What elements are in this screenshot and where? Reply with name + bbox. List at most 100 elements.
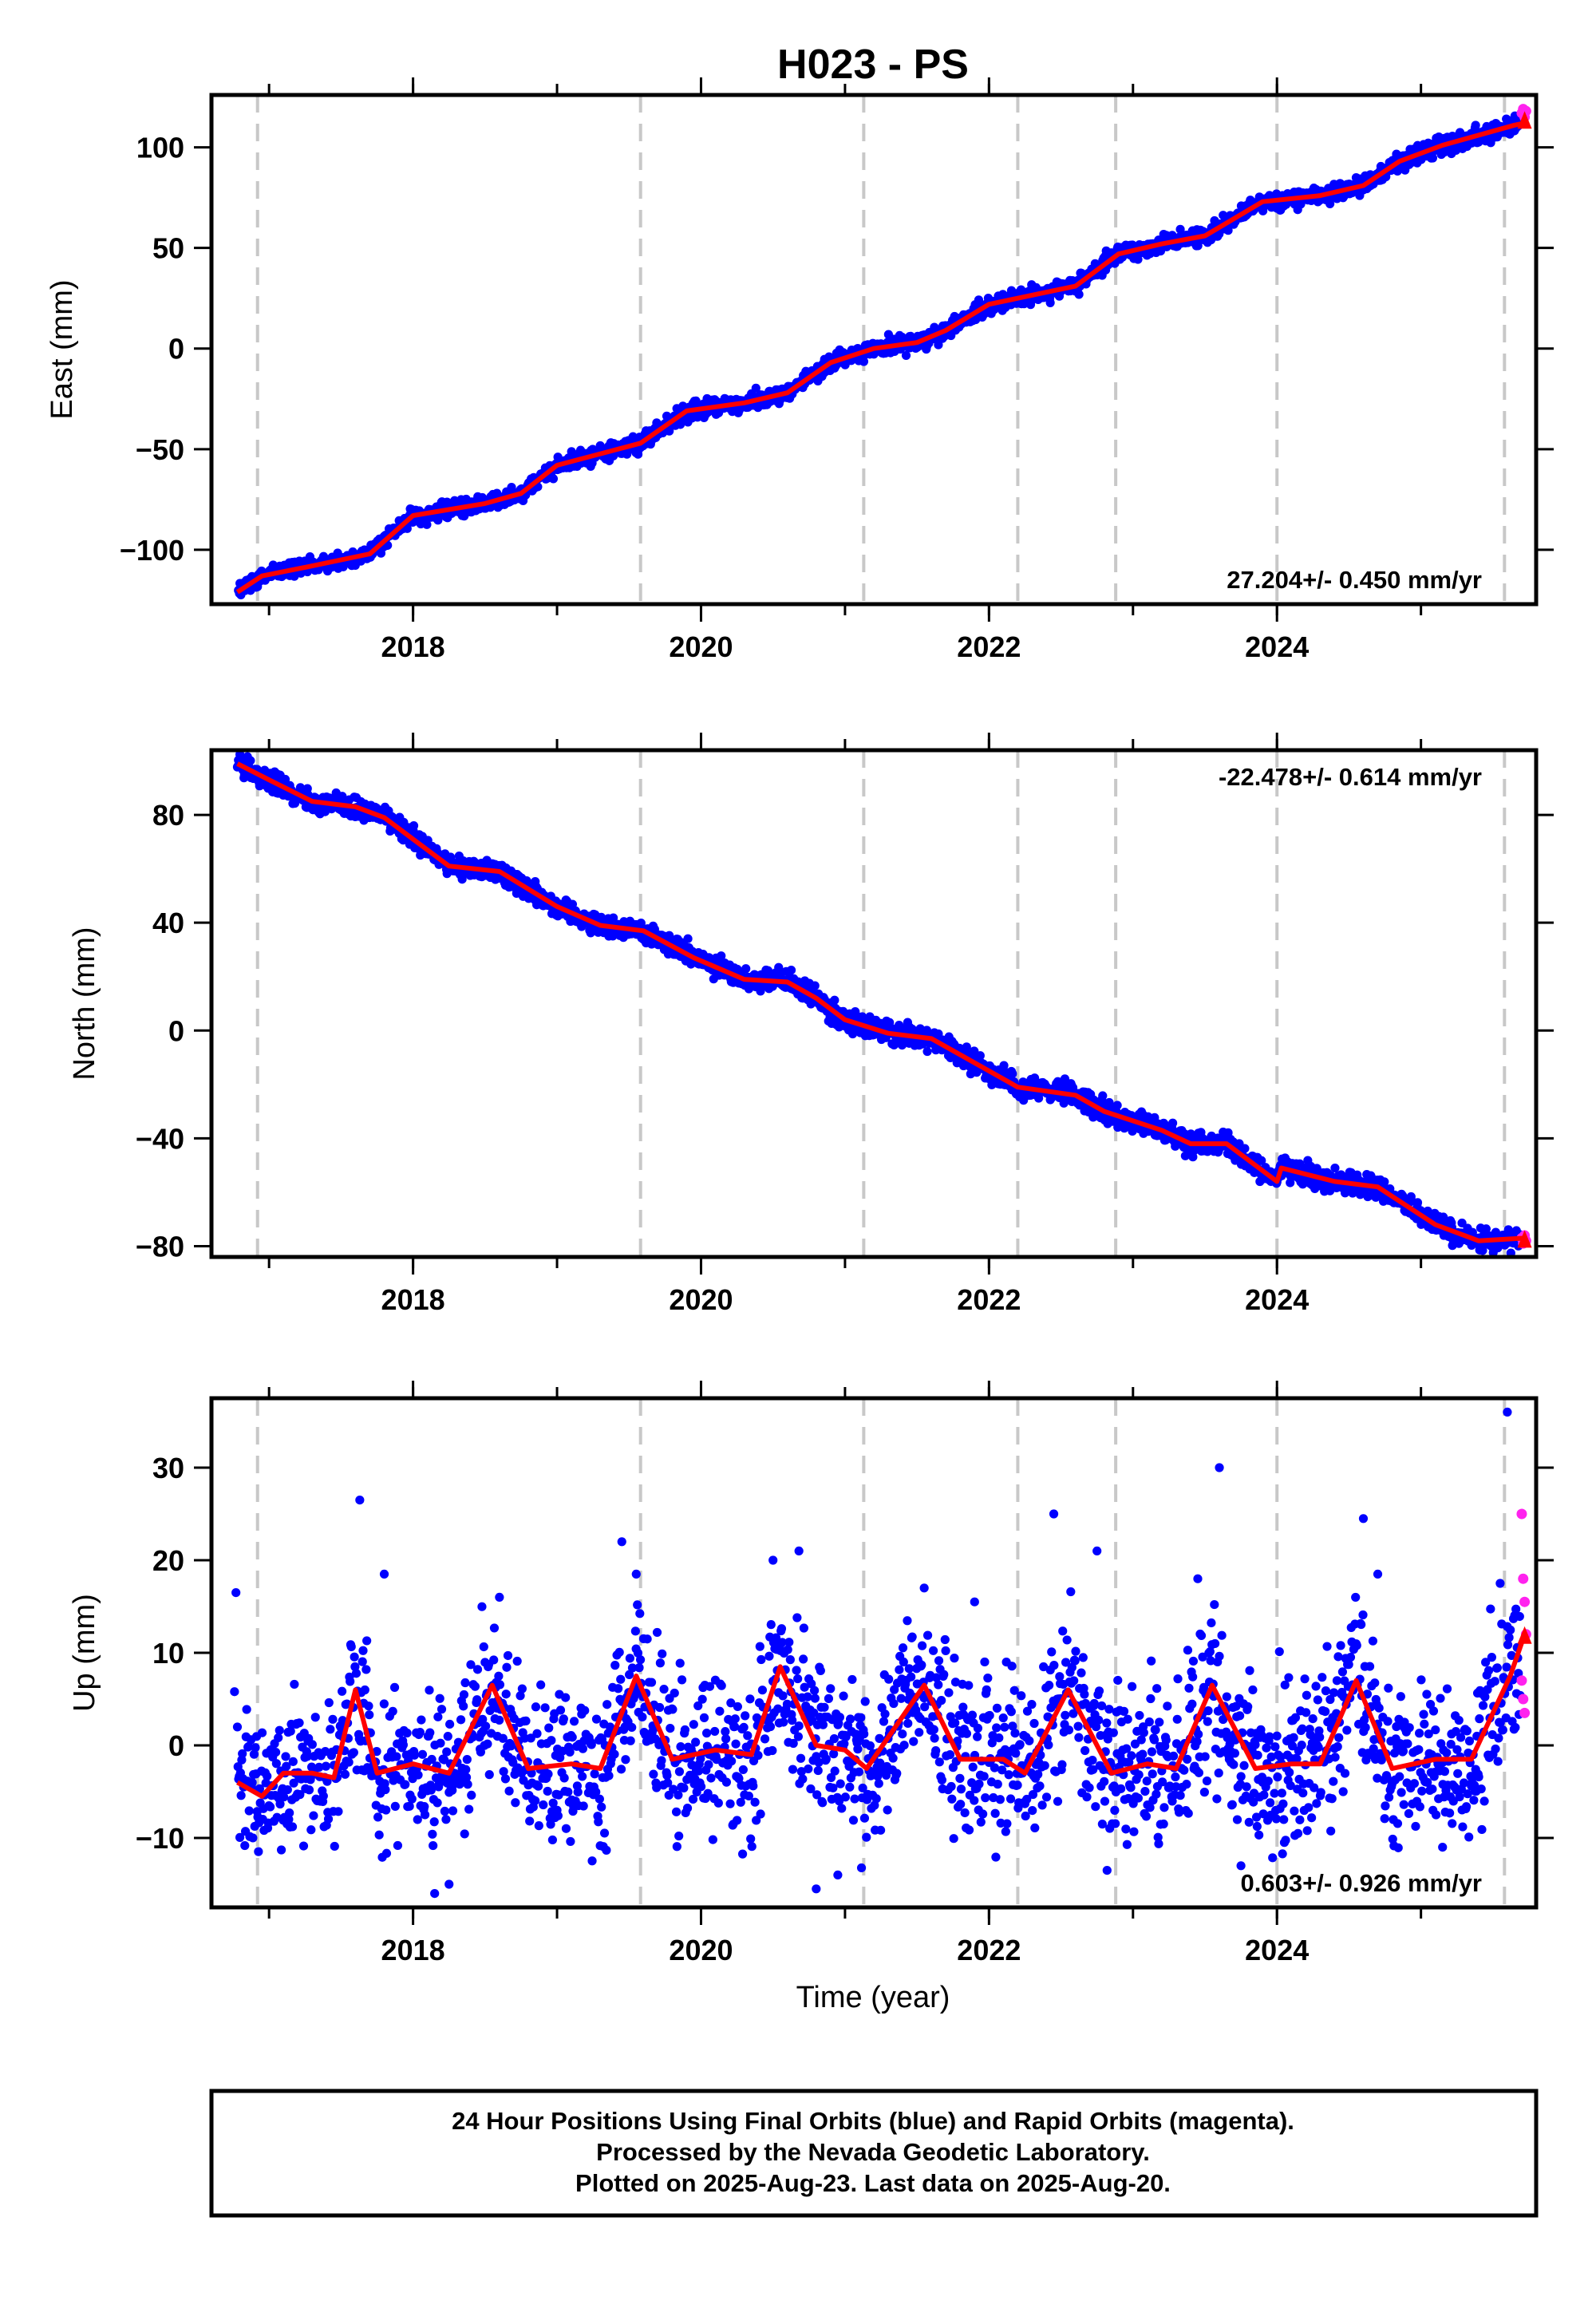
- up-point-64: [275, 1725, 284, 1735]
- up-point-28: [251, 1743, 260, 1753]
- north-point-1428: [999, 1061, 1009, 1070]
- east-point-2309: [1471, 121, 1480, 130]
- north-y-tick-label: −80: [136, 1230, 184, 1263]
- north-y-tick-label: 40: [152, 907, 184, 939]
- up-point-82: [286, 1726, 295, 1736]
- up-point-59: [271, 1747, 281, 1757]
- up-point-109: [302, 1752, 312, 1761]
- east-points: [234, 104, 1531, 600]
- east-x-tick-2020: 2020: [669, 630, 733, 663]
- up-point-33: [254, 1847, 263, 1856]
- up-point-46: [263, 1771, 272, 1781]
- north-point-1734: [1159, 1119, 1169, 1128]
- up-point-120: [310, 1713, 320, 1722]
- up-point-96: [294, 1718, 304, 1728]
- north-point-1617: [1098, 1091, 1108, 1101]
- east-point-1515: [1045, 298, 1055, 307]
- up-point-87: [289, 1778, 298, 1788]
- east-y-tick-label: −50: [136, 433, 184, 466]
- up-point-0: [232, 1722, 243, 1732]
- figure-title: H023 - PS: [777, 41, 969, 88]
- up-point-11: [240, 1840, 250, 1851]
- east-point-958: [751, 383, 760, 393]
- north-x-tick-2024: 2024: [1245, 1283, 1309, 1316]
- up-point-77: [282, 1784, 292, 1795]
- up-point-138: [323, 1814, 334, 1824]
- up-point-146: [330, 1841, 339, 1852]
- east-point-1680: [1133, 255, 1143, 264]
- east-y-tick-label: 50: [152, 232, 184, 265]
- up-point-143: [328, 1714, 338, 1724]
- up-point-17: [243, 1741, 254, 1752]
- north-point-2143: [1380, 1177, 1389, 1187]
- up-point-85: [287, 1822, 298, 1832]
- north-point-2223: [1423, 1206, 1432, 1216]
- north-y-tick-label: −40: [136, 1122, 184, 1155]
- up-point-88: [290, 1679, 299, 1690]
- east-x-tick-2024: 2024: [1245, 630, 1309, 663]
- up-point-60: [271, 1759, 281, 1769]
- up-point-124: [314, 1762, 324, 1772]
- east-point-1847: [1223, 226, 1233, 235]
- east-point-2038: [1325, 199, 1335, 208]
- up-point-79: [284, 1815, 294, 1824]
- up-point-67: [276, 1845, 286, 1855]
- north-point-1113: [830, 995, 839, 1005]
- north-point-2048: [1330, 1163, 1340, 1173]
- up-point-35: [255, 1784, 265, 1793]
- north-point-2206: [1412, 1198, 1423, 1207]
- north-y-axis-label: North (mm): [68, 927, 101, 1080]
- up-point-116: [307, 1740, 317, 1749]
- north-point-1033: [786, 965, 796, 975]
- up-point-140: [326, 1725, 335, 1734]
- east-point-577: [548, 474, 559, 484]
- east-point-1237: [901, 350, 911, 361]
- up-point-14: [242, 1705, 251, 1714]
- up-point-97: [295, 1790, 305, 1800]
- east-point-610: [567, 447, 576, 456]
- east-point-1569: [1074, 290, 1084, 299]
- up-point-130: [318, 1791, 328, 1801]
- up-point-23: [247, 1777, 257, 1788]
- up-point-74: [281, 1752, 290, 1761]
- up-point-4: [235, 1832, 245, 1842]
- north-point-1749: [1167, 1118, 1178, 1128]
- east-x-tick-2018: 2018: [381, 630, 445, 663]
- east-y-axis-label: East (mm): [45, 279, 79, 419]
- east-y-tick-label: −100: [120, 534, 184, 567]
- north-point-1165: [857, 1012, 867, 1022]
- north-point-1914: [1257, 1156, 1266, 1165]
- north-point-950: [741, 964, 751, 974]
- up-point-86: [288, 1757, 298, 1766]
- up-point-134: [321, 1761, 331, 1771]
- up-point-65: [275, 1799, 285, 1809]
- north-model-line: [236, 761, 1525, 1243]
- up-point-139: [324, 1697, 334, 1708]
- east-y-tick-label: 0: [168, 333, 184, 366]
- north-frame: [209, 748, 1539, 1259]
- east-point-1158: [859, 357, 869, 366]
- east-rapid-point-3: [1520, 105, 1531, 117]
- north-point-1383: [975, 1051, 985, 1061]
- up-points: [230, 1407, 1531, 1899]
- north-y-tick-label: 80: [152, 799, 184, 832]
- north-point-704: [608, 913, 618, 923]
- up-point-115: [306, 1762, 317, 1772]
- north-point-844: [683, 934, 693, 943]
- up-point-38: [257, 1728, 267, 1737]
- north-point-25: [246, 756, 255, 765]
- up-point-112: [304, 1785, 314, 1795]
- east-point-1793: [1193, 241, 1203, 251]
- north-y-tick-label: 0: [168, 1014, 184, 1047]
- north-velocity-label: -22.478+/- 0.614 mm/yr: [1219, 763, 1482, 791]
- up-point-114: [306, 1825, 316, 1835]
- east-model-line: [235, 121, 1526, 595]
- north-point-2376: [1506, 1248, 1515, 1257]
- north-point-1444: [1008, 1069, 1017, 1079]
- north-point-1288: [922, 1046, 932, 1057]
- up-point-117: [309, 1811, 318, 1820]
